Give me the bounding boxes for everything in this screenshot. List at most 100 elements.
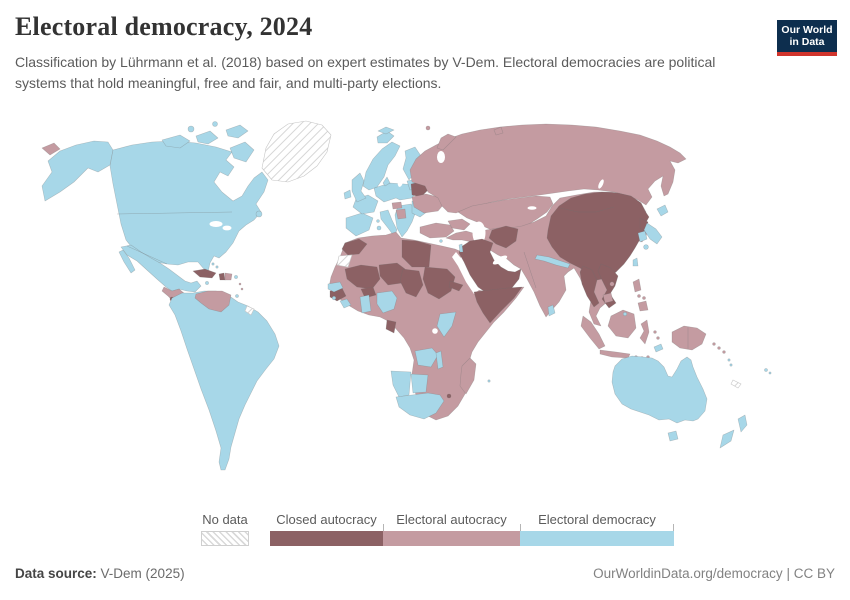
region-norway-sweden[interactable] <box>362 141 401 191</box>
country-new-zealand-north[interactable] <box>737 414 748 433</box>
country-mauritius[interactable] <box>487 379 491 383</box>
region-western-sahara[interactable] <box>336 254 353 268</box>
region-south-america[interactable] <box>168 290 280 471</box>
region-lesser-antilles2[interactable] <box>240 287 244 291</box>
country-italy[interactable] <box>379 209 398 237</box>
region-solomons3[interactable] <box>722 350 726 354</box>
country-israel[interactable] <box>458 243 464 253</box>
legend-no-data-swatch[interactable] <box>201 531 249 546</box>
country-cambodia[interactable] <box>602 292 614 304</box>
country-cyprus[interactable] <box>439 239 443 243</box>
country-ghana[interactable] <box>359 294 372 314</box>
country-japan[interactable] <box>643 222 663 245</box>
country-puerto-rico[interactable] <box>234 275 238 279</box>
country-fiji1[interactable] <box>764 368 768 372</box>
country-botswana[interactable] <box>410 373 429 394</box>
country-senegal[interactable] <box>327 281 344 293</box>
region-newfoundland[interactable] <box>255 210 263 218</box>
country-ukraine[interactable] <box>411 193 445 214</box>
country-sierra-leone[interactable] <box>331 295 337 301</box>
region-lesser-antilles1[interactable] <box>238 282 242 286</box>
region-corsica[interactable] <box>376 219 380 223</box>
owid-logo[interactable]: Our World in Data <box>777 20 837 56</box>
region-arabia-levant[interactable] <box>458 238 522 295</box>
region-java[interactable] <box>599 349 631 359</box>
legend-swatch-closed-autocracy[interactable] <box>270 531 383 546</box>
country-sri-lanka[interactable] <box>547 304 556 317</box>
region-bahamas1[interactable] <box>211 262 215 266</box>
country-united-kingdom[interactable] <box>351 172 367 203</box>
region-hainan[interactable] <box>609 281 615 287</box>
country-venezuela[interactable] <box>194 290 232 313</box>
region-luzon[interactable] <box>632 278 642 293</box>
country-haiti[interactable] <box>218 272 226 281</box>
region-laos-vietnam[interactable] <box>597 263 619 309</box>
country-libya[interactable] <box>401 239 432 268</box>
country-chad[interactable] <box>399 268 424 298</box>
country-south-korea[interactable] <box>637 230 648 243</box>
country-malawi[interactable] <box>435 350 444 370</box>
country-trinidad[interactable] <box>235 294 239 298</box>
region-sulawesi[interactable] <box>639 319 650 345</box>
region-tasmania[interactable] <box>667 430 679 442</box>
region-arctic-island-small2[interactable] <box>212 121 218 127</box>
country-liberia[interactable] <box>339 298 352 309</box>
region-solomons1[interactable] <box>712 342 716 346</box>
country-new-zealand-south[interactable] <box>719 429 735 449</box>
country-jamaica[interactable] <box>205 281 209 285</box>
region-solomons2[interactable] <box>717 346 721 350</box>
country-zambia[interactable] <box>414 347 439 368</box>
region-new-guinea[interactable] <box>671 325 707 351</box>
footer-license[interactable]: CC BY <box>793 566 835 581</box>
region-visayas2[interactable] <box>642 296 646 300</box>
country-vanuatu2[interactable] <box>729 363 733 367</box>
region-severnaya-zemlya[interactable] <box>493 126 504 136</box>
country-gabon[interactable] <box>385 319 397 334</box>
region-sumatra[interactable] <box>580 315 606 350</box>
country-greenland[interactable] <box>261 120 332 183</box>
country-turkey[interactable] <box>419 222 455 239</box>
country-south-africa[interactable] <box>395 392 445 420</box>
country-fiji2[interactable] <box>768 371 772 375</box>
region-borneo[interactable] <box>607 309 637 339</box>
region-moluccas2[interactable] <box>656 336 660 340</box>
region-new-caledonia[interactable] <box>730 379 742 389</box>
region-sardinia[interactable] <box>376 225 382 231</box>
country-morocco[interactable] <box>341 238 368 256</box>
region-french-guiana[interactable] <box>244 305 255 316</box>
country-mali[interactable] <box>344 264 381 290</box>
country-vanuatu1[interactable] <box>727 358 731 362</box>
country-mexico[interactable] <box>120 244 202 293</box>
country-madagascar[interactable] <box>459 357 477 395</box>
country-serbia[interactable] <box>395 208 407 220</box>
region-visayas1[interactable] <box>637 294 641 298</box>
legend-swatch-electoral-democracy[interactable] <box>520 531 674 546</box>
region-svalbard[interactable] <box>377 126 395 135</box>
country-somalia[interactable] <box>473 286 523 324</box>
region-moluccas1[interactable] <box>653 330 657 334</box>
country-taiwan[interactable] <box>632 257 639 267</box>
region-novaya-zemlya[interactable] <box>436 133 457 151</box>
region-arctic-island-small1[interactable] <box>187 125 195 133</box>
legend-swatch-electoral-autocracy[interactable] <box>383 531 520 546</box>
region-hokkaido[interactable] <box>656 204 669 217</box>
country-dominican-republic[interactable] <box>224 272 233 281</box>
country-australia[interactable] <box>611 355 708 424</box>
region-kyushu[interactable] <box>643 244 649 250</box>
country-ireland[interactable] <box>343 189 352 200</box>
country-myanmar[interactable] <box>579 265 600 308</box>
country-eswatini[interactable] <box>446 393 452 399</box>
country-brunei[interactable] <box>622 311 628 317</box>
region-chukotka-west[interactable] <box>41 142 61 156</box>
country-timor-leste[interactable] <box>653 343 664 353</box>
region-franz-josef[interactable] <box>425 125 431 131</box>
region-nepal-bhutan[interactable] <box>534 254 571 269</box>
country-sudan[interactable] <box>422 266 456 300</box>
country-afghanistan[interactable] <box>488 225 519 249</box>
country-kenya[interactable] <box>436 311 457 338</box>
footer-link[interactable]: OurWorldinData.org/democracy <box>593 566 783 581</box>
region-mindanao[interactable] <box>637 300 649 312</box>
region-baja-california[interactable] <box>118 249 136 274</box>
country-burkina-faso[interactable] <box>360 286 377 299</box>
